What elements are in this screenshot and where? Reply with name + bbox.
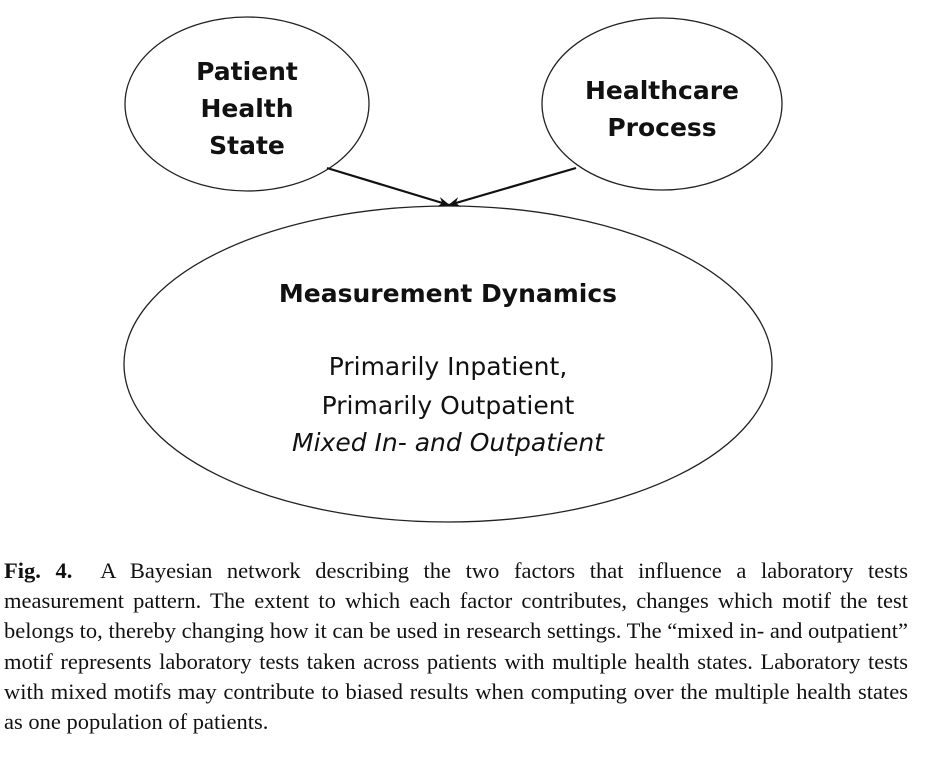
node-measurement-dynamics-item-1: Primarily Inpatient,	[329, 352, 568, 381]
node-healthcare-process-label-2: Process	[607, 113, 716, 142]
figure-caption-text: A Bayesian network describing the two fa…	[4, 558, 908, 735]
node-patient-health-state-label-1: Patient	[196, 57, 298, 86]
edge-patient-health-state-to-measurement-dynamics	[326, 166, 450, 207]
figure-caption-label: Fig. 4.	[4, 558, 73, 583]
edge-healthcare-process-to-measurement-dynamics	[448, 166, 577, 207]
node-measurement-dynamics-item-3: Mixed In- and Outpatient	[292, 428, 605, 457]
node-patient-health-state: Patient Health State	[124, 16, 370, 192]
node-healthcare-process-label-1: Healthcare	[585, 76, 739, 105]
node-patient-health-state-label-2: Health	[200, 94, 293, 123]
node-measurement-dynamics-title: Measurement Dynamics	[279, 279, 617, 308]
figure-caption: Fig. 4. A Bayesian network describing th…	[4, 556, 908, 737]
node-measurement-dynamics: Measurement Dynamics Primarily Inpatient…	[123, 205, 773, 523]
node-measurement-dynamics-item-2: Primarily Outpatient	[322, 391, 575, 420]
node-patient-health-state-label-3: State	[209, 131, 285, 160]
node-patient-health-state-ellipse	[124, 16, 370, 192]
node-healthcare-process: Healthcare Process	[541, 17, 783, 191]
node-healthcare-process-ellipse	[541, 17, 783, 191]
bayesian-network-diagram: Patient Health State Healthcare Process …	[123, 16, 783, 523]
